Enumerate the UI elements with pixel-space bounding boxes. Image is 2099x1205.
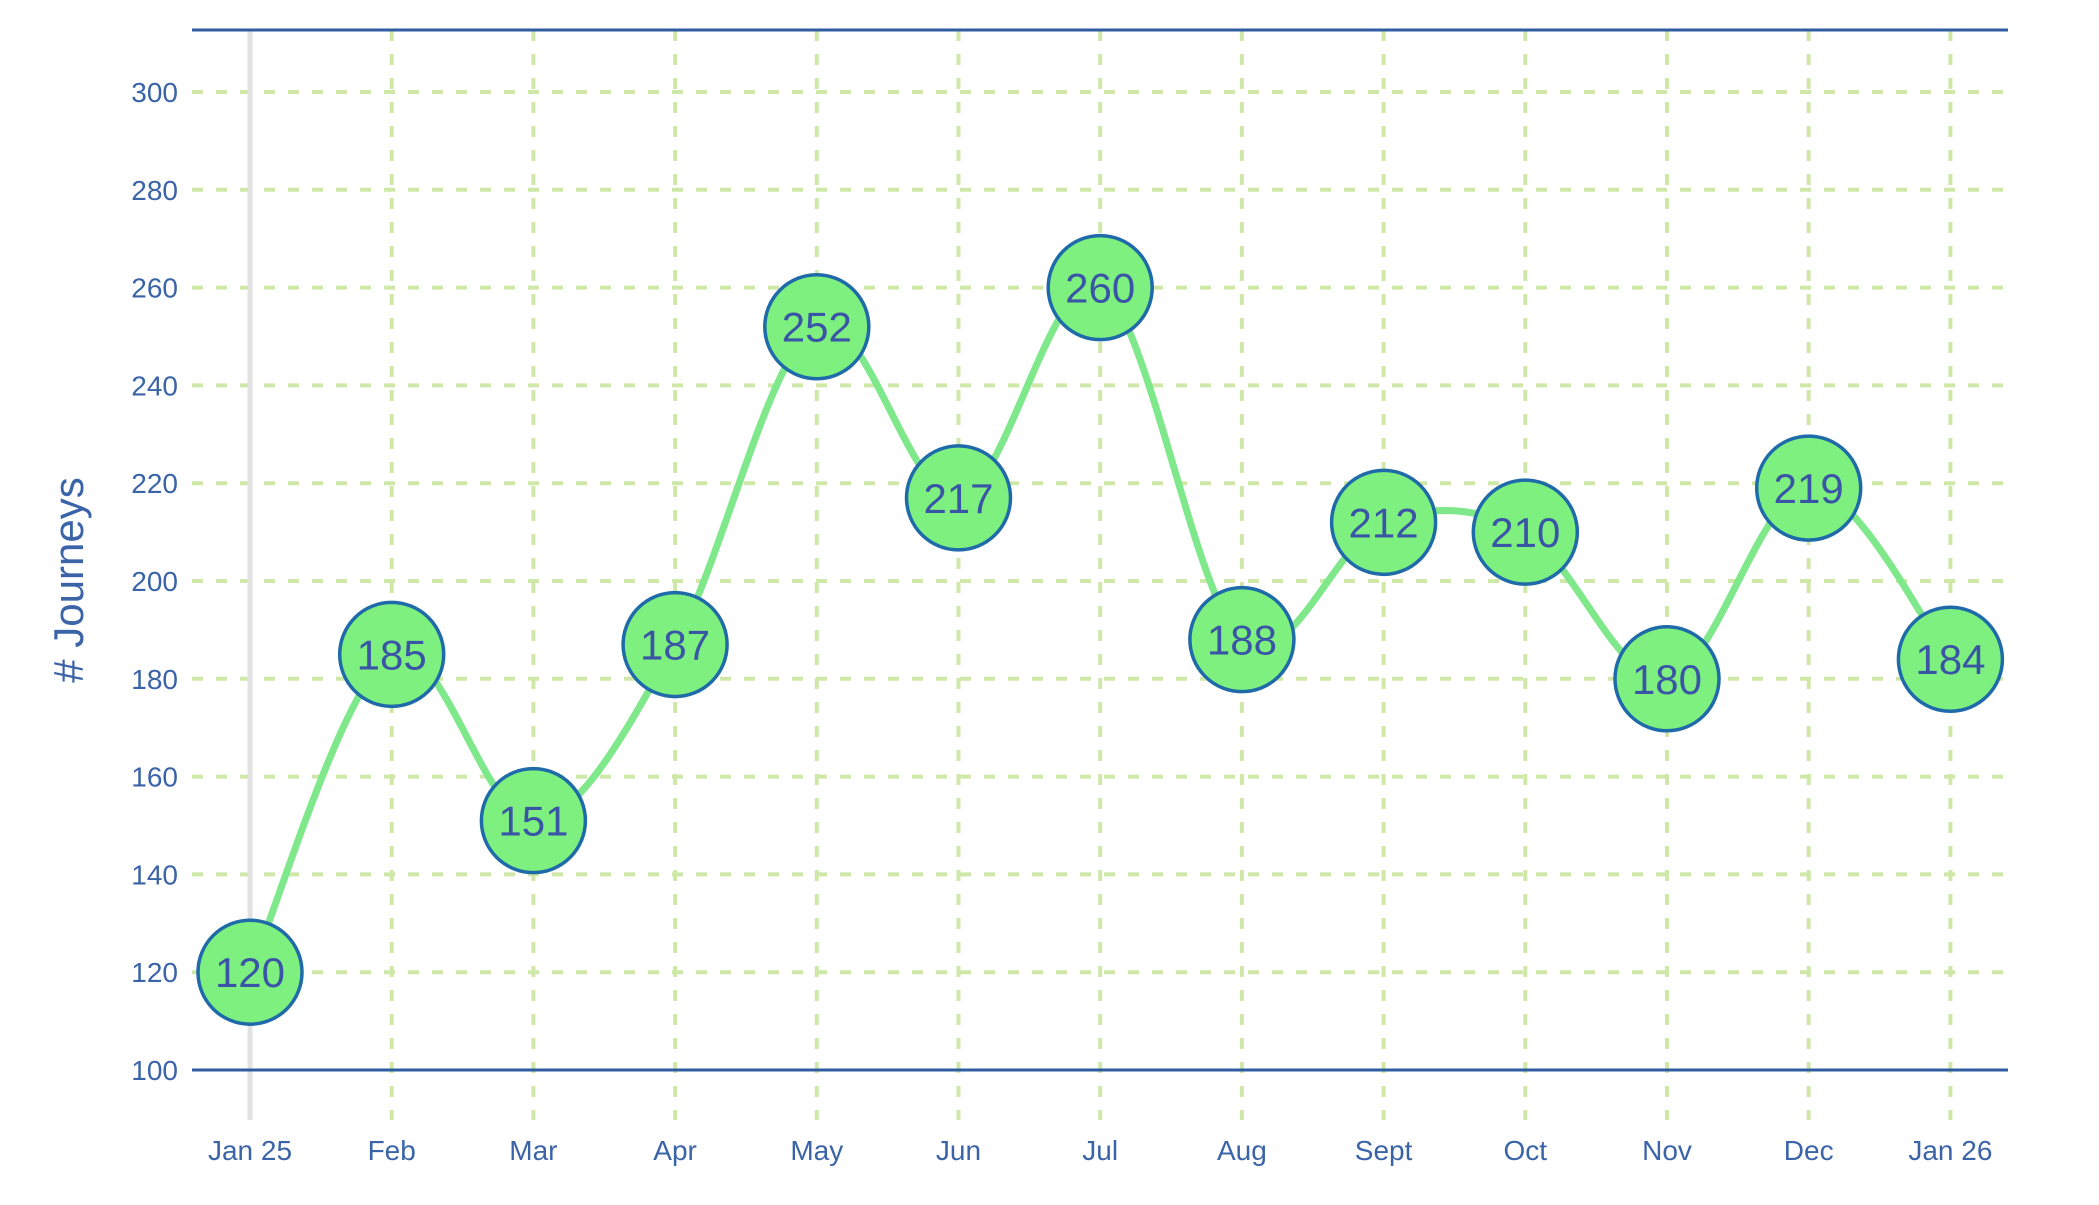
data-point-marker[interactable] bbox=[1754, 434, 1863, 542]
data-point-marker[interactable] bbox=[1046, 233, 1154, 342]
data-point-marker[interactable] bbox=[1896, 605, 2005, 713]
data-point-label: 260 bbox=[1065, 265, 1135, 312]
x-tick-label: Jan 25 bbox=[208, 1135, 292, 1166]
data-point-label: 151 bbox=[498, 798, 568, 845]
x-tick-label: Mar bbox=[509, 1135, 557, 1166]
x-tick-label: Dec bbox=[1784, 1135, 1834, 1166]
y-tick-label: 280 bbox=[131, 175, 178, 206]
y-tick-label: 180 bbox=[131, 664, 178, 695]
axes bbox=[192, 28, 2008, 1072]
y-tick-label: 220 bbox=[131, 468, 178, 499]
y-tick-label: 240 bbox=[131, 370, 178, 401]
data-point-label: 210 bbox=[1490, 509, 1560, 556]
y-axis-ticks: 100 120 140 160 180 200 220 240 260 280 300 bbox=[131, 77, 178, 1086]
data-point-label: 180 bbox=[1632, 656, 1702, 703]
x-tick-label: Jun bbox=[936, 1135, 981, 1166]
x-axis-ticks: Jan 25 Feb Mar Apr May Jun Jul Aug Sept Oct Nov Dec… bbox=[208, 1135, 1992, 1166]
x-tick-label: May bbox=[790, 1135, 843, 1166]
data-point-marker[interactable] bbox=[337, 600, 446, 709]
data-point-label: 252 bbox=[782, 304, 852, 351]
y-tick-label: 300 bbox=[131, 77, 178, 108]
data-point-marker[interactable] bbox=[621, 590, 729, 699]
x-tick-label: Sept bbox=[1355, 1135, 1413, 1166]
y-tick-label: 120 bbox=[131, 957, 178, 988]
y-tick-label: 140 bbox=[131, 859, 178, 890]
x-tick-label: Jul bbox=[1082, 1135, 1118, 1166]
y-tick-label: 200 bbox=[131, 566, 178, 597]
x-tick-label: Jan 26 bbox=[1908, 1135, 1992, 1166]
data-points: 120 185 151 187 252 217 260 188 212 210 180 219 184 bbox=[196, 233, 2005, 1026]
data-point-label: 184 bbox=[1915, 636, 1985, 683]
y-tick-label: 100 bbox=[131, 1055, 178, 1086]
y-tick-label: 260 bbox=[131, 273, 178, 304]
series-line bbox=[246, 282, 1954, 976]
data-point-label: 219 bbox=[1774, 465, 1844, 512]
y-axis-title: # Journeys bbox=[45, 477, 92, 682]
x-tick-label: Apr bbox=[653, 1135, 697, 1166]
x-tick-label: Oct bbox=[1504, 1135, 1548, 1166]
x-tick-label: Feb bbox=[368, 1135, 416, 1166]
data-point-label: 217 bbox=[923, 475, 993, 522]
data-point-marker[interactable] bbox=[1613, 625, 1721, 733]
data-point-marker[interactable] bbox=[1471, 478, 1580, 586]
data-point-label: 187 bbox=[640, 622, 710, 669]
data-point-label: 185 bbox=[357, 631, 427, 678]
data-point-label: 212 bbox=[1349, 499, 1419, 546]
x-tick-label: Aug bbox=[1217, 1135, 1267, 1166]
data-point-label: 188 bbox=[1207, 617, 1277, 664]
data-point-marker[interactable] bbox=[196, 918, 304, 1026]
data-point-marker[interactable] bbox=[1329, 468, 1438, 577]
y-tick-label: 160 bbox=[131, 762, 178, 793]
data-point-marker[interactable] bbox=[904, 444, 1013, 552]
data-point-label: 120 bbox=[215, 949, 285, 996]
grid bbox=[192, 30, 2008, 1120]
data-point-marker[interactable] bbox=[1188, 585, 1296, 694]
data-point-marker[interactable] bbox=[479, 766, 588, 875]
data-point-marker[interactable] bbox=[763, 272, 871, 381]
x-tick-label: Nov bbox=[1642, 1135, 1692, 1166]
